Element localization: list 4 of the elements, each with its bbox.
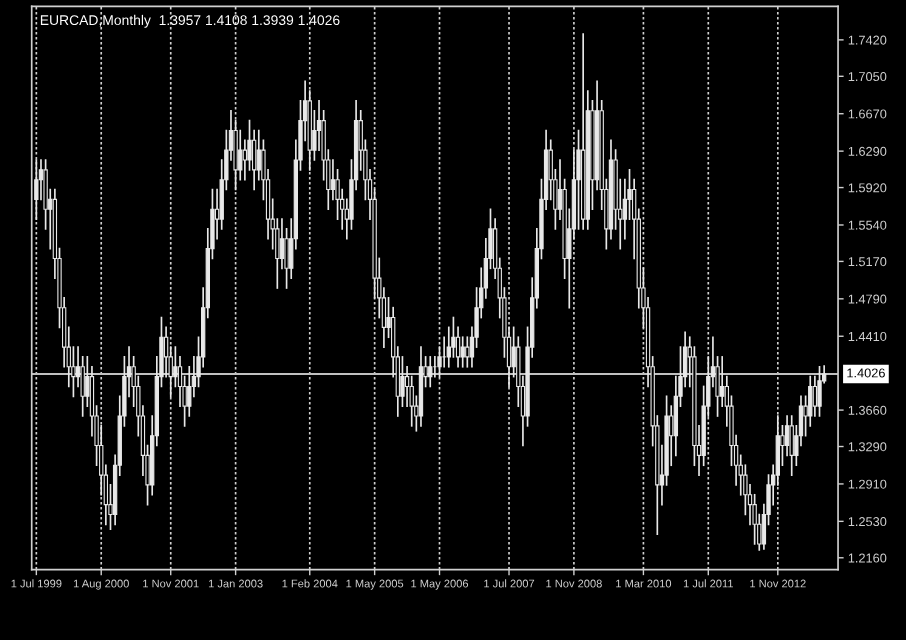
candlestick <box>817 365 822 417</box>
candlestick <box>789 415 794 476</box>
candlestick <box>428 356 433 388</box>
candlestick <box>34 159 39 220</box>
